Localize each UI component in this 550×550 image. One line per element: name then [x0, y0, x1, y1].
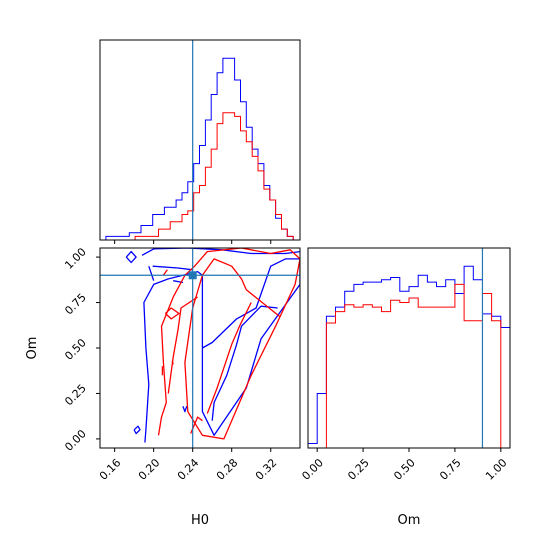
- red-om-histogram: [308, 283, 510, 449]
- om-x-tick-label: 0.00: [299, 456, 326, 483]
- blue-contour: [143, 258, 300, 443]
- h0-tick-label: 0.24: [175, 456, 202, 483]
- om-x-tick-label: 0.50: [391, 456, 418, 483]
- om-tick-label: 0.25: [62, 382, 89, 409]
- om-tick-label: 0.50: [62, 336, 89, 363]
- x-axis-label-om: Om: [398, 513, 421, 528]
- red-contour: [164, 307, 180, 320]
- om-x-tick-label: 0.25: [345, 456, 372, 483]
- h0-tick-label: 0.32: [253, 456, 280, 483]
- red-h0-histogram: [100, 112, 299, 241]
- om-tick-label: 0.75: [62, 291, 89, 318]
- joint-frame: [99, 247, 301, 449]
- truth-marker: [188, 271, 197, 280]
- blue-contour: [182, 405, 188, 413]
- blue-contour: [125, 250, 137, 264]
- joint-plot-area: [125, 248, 300, 443]
- h0-marginal-frame: [99, 39, 301, 241]
- om-tick-label: 1.00: [62, 245, 89, 272]
- blue-contour: [152, 265, 193, 271]
- om-x-tick-label: 0.75: [437, 456, 464, 483]
- om-tick-label: 0.00: [62, 427, 89, 454]
- blue-contour: [211, 305, 278, 421]
- y-axis-label-om: Om: [25, 337, 40, 360]
- red-contour: [167, 296, 198, 394]
- blue-h0-histogram: [100, 57, 299, 241]
- blue-om-histogram: [307, 265, 511, 448]
- om-x-tick-label: 1.00: [483, 456, 510, 483]
- blue-contour: [141, 248, 300, 256]
- om-marginal-frame: [307, 247, 511, 449]
- red-contour: [162, 269, 168, 276]
- h0-tick-label: 0.16: [97, 456, 124, 483]
- h0-marginal-panel: [99, 39, 301, 244]
- red-contour: [206, 302, 252, 414]
- red-contour: [171, 360, 174, 365]
- om-marginal-panel: 0.00 0.25 0.50 0.75 1.00 Om: [299, 247, 511, 528]
- h0-tick-label: 0.20: [136, 456, 163, 483]
- x-axis-label-h0: H0: [191, 513, 209, 528]
- h0-tick-label: 0.28: [214, 456, 241, 483]
- h0-om-contour-panel: 0.16 0.20 0.24 0.28 0.32 0.00 0.25 0.50 0.75 1.00…: [25, 245, 301, 528]
- blue-contour: [133, 425, 141, 435]
- blue-contour: [148, 265, 155, 281]
